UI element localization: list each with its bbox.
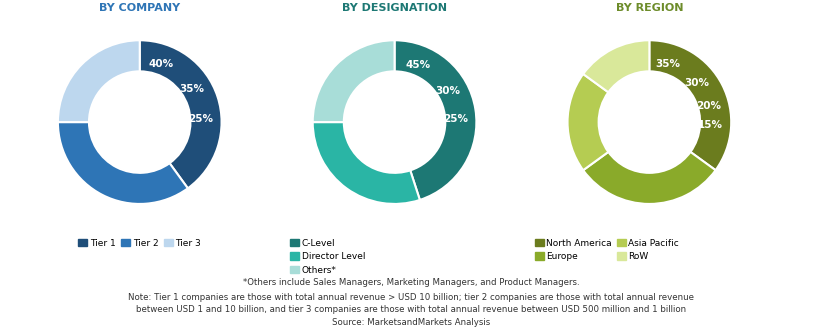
Title: BY DESIGNATION: BY DESIGNATION	[342, 4, 447, 14]
Legend: Tier 1, Tier 2, Tier 3: Tier 1, Tier 2, Tier 3	[75, 235, 205, 251]
Wedge shape	[312, 40, 395, 122]
Wedge shape	[567, 74, 608, 170]
Text: 25%: 25%	[188, 115, 214, 124]
Text: 20%: 20%	[696, 101, 721, 111]
Text: *Others include Sales Managers, Marketing Managers, and Product Managers.: *Others include Sales Managers, Marketin…	[242, 278, 580, 287]
Text: 45%: 45%	[405, 60, 431, 70]
Title: BY REGION: BY REGION	[616, 4, 683, 14]
Wedge shape	[649, 40, 732, 170]
Text: Source: MarketsandMarkets Analysis: Source: MarketsandMarkets Analysis	[332, 318, 490, 327]
Text: 35%: 35%	[179, 84, 204, 94]
Text: 15%: 15%	[698, 120, 723, 130]
Wedge shape	[58, 122, 188, 204]
Text: between USD 1 and 10 billion, and tier 3 companies are those with total annual r: between USD 1 and 10 billion, and tier 3…	[136, 305, 686, 314]
Wedge shape	[583, 152, 716, 204]
Text: Note: Tier 1 companies are those with total annual revenue > USD 10 billion; tie: Note: Tier 1 companies are those with to…	[128, 293, 694, 302]
Text: 30%: 30%	[684, 78, 709, 88]
Text: 30%: 30%	[435, 86, 460, 96]
Wedge shape	[583, 40, 649, 92]
Legend: C-Level, Director Level, Others*: C-Level, Director Level, Others*	[287, 235, 369, 278]
Text: 35%: 35%	[655, 58, 681, 69]
Text: 40%: 40%	[148, 59, 173, 69]
Text: 25%: 25%	[443, 115, 469, 124]
Legend: North America, Europe, Asia Pacific, RoW: North America, Europe, Asia Pacific, RoW	[531, 235, 683, 265]
Wedge shape	[140, 40, 222, 188]
Title: BY COMPANY: BY COMPANY	[99, 4, 180, 14]
Wedge shape	[58, 40, 140, 122]
Wedge shape	[395, 40, 477, 200]
Wedge shape	[312, 122, 420, 204]
